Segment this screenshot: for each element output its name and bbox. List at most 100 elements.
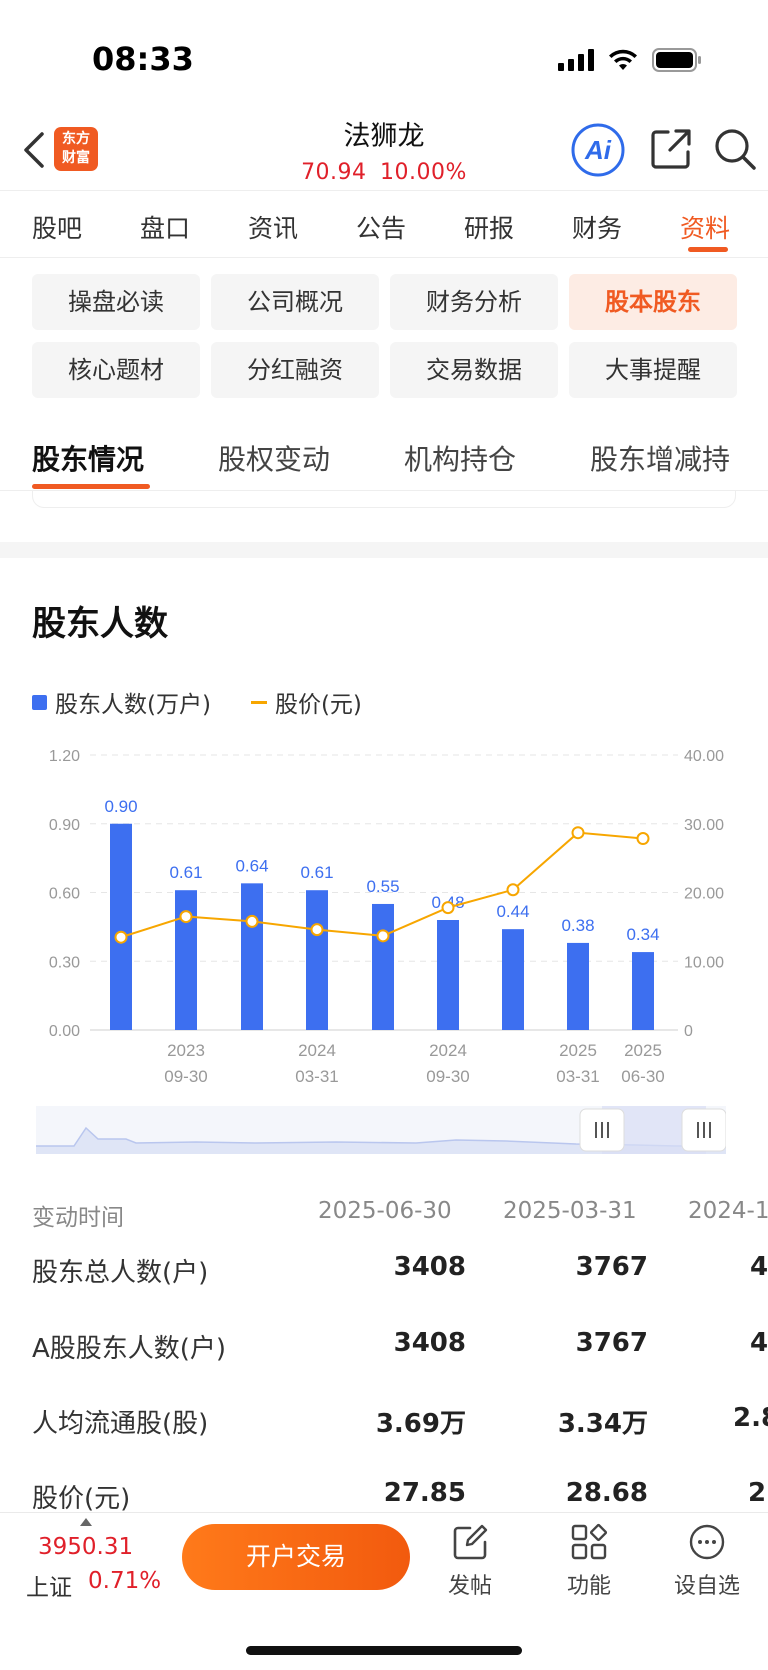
y-right-tick-label: 40.00 <box>684 748 724 765</box>
table-row-label: A股股东人数(户) <box>32 1334 227 1364</box>
chart-bar <box>567 942 589 1030</box>
stock-change: 10.00% <box>380 160 467 185</box>
subtab-shareholder-changes[interactable]: 股东增减持 <box>590 443 731 476</box>
y-right-tick-label: 0 <box>684 1023 693 1040</box>
subtab-institutional-holdings[interactable]: 机构持仓 <box>404 443 517 476</box>
chip-shareholders[interactable]: 股本股东 <box>569 274 737 330</box>
search-icon[interactable] <box>712 126 758 172</box>
tab-research[interactable]: 研报 <box>464 214 515 243</box>
previous-card-edge <box>32 490 736 508</box>
open-account-trade-button[interactable]: 开户交易 <box>182 1524 410 1590</box>
table-cell: 28.68 <box>565 1478 648 1508</box>
slider-left-handle[interactable] <box>579 1108 625 1152</box>
add-watchlist-button[interactable]: 设自选 <box>662 1522 752 1600</box>
y-right-tick-label: 30.00 <box>684 817 724 834</box>
y-right-tick-label: 10.00 <box>684 954 724 971</box>
range-slider[interactable] <box>36 1106 726 1154</box>
bar-data-label: 0.44 <box>496 902 529 921</box>
subtab-divider <box>0 490 768 491</box>
tab-announcements[interactable]: 公告 <box>356 214 407 243</box>
chip-major-events[interactable]: 大事提醒 <box>569 342 737 398</box>
y-left-tick-label: 0.60 <box>49 886 80 903</box>
price-point <box>571 826 585 840</box>
y-left-tick-label: 0.00 <box>49 1023 80 1040</box>
legend-line-label: 股价(元) <box>274 692 362 718</box>
index-name[interactable]: 上证 <box>26 1575 72 1601</box>
subtab-shareholder-status[interactable]: 股东情况 <box>32 443 145 476</box>
slider-right-handle[interactable] <box>681 1108 726 1152</box>
table-column-header: 2025-06-30 <box>318 1198 452 1224</box>
x-tick-label: 2025 <box>559 1041 597 1060</box>
tab-profile[interactable]: 资料 <box>680 214 731 243</box>
table-column-header: 2025-03-31 <box>503 1198 637 1224</box>
section-gap <box>0 542 768 558</box>
price-point <box>636 832 650 846</box>
chip-company-overview[interactable]: 公司概况 <box>211 274 379 330</box>
post-label: 发帖 <box>447 1574 492 1599</box>
table-cell: 3.34万 <box>557 1409 648 1439</box>
tab-finance[interactable]: 财务 <box>572 214 623 243</box>
chart-bar <box>502 929 524 1030</box>
signal-icon <box>558 49 594 71</box>
x-tick-label: 2025 <box>624 1041 662 1060</box>
chip-core-themes[interactable]: 核心题材 <box>32 342 200 398</box>
index-value[interactable]: 3950.31 <box>38 1534 134 1560</box>
x-tick-label: 03-31 <box>295 1067 338 1086</box>
app-logo: 东方 财富 <box>54 127 98 171</box>
table-cell: 2.8 <box>733 1403 768 1433</box>
y-left-tick-label: 1.20 <box>49 748 80 765</box>
chart-legend: 股东人数(万户) 股价(元) <box>32 685 362 719</box>
stock-quote: 70.94 10.00% <box>0 160 768 185</box>
table-cell: 3408 <box>393 1252 466 1282</box>
watchlist-label: 设自选 <box>673 1574 740 1599</box>
bar-data-label: 0.64 <box>235 856 268 875</box>
table-cell: 3.69万 <box>375 1409 466 1439</box>
stock-price: 70.94 <box>301 160 367 185</box>
chip-trading-guide[interactable]: 操盘必读 <box>32 274 200 330</box>
price-point <box>376 929 390 943</box>
tab-pankou[interactable]: 盘口 <box>140 214 191 243</box>
post-button[interactable]: 发帖 <box>425 1522 515 1600</box>
status-icons <box>558 48 702 72</box>
legend-bar-label: 股东人数(万户) <box>55 692 211 718</box>
y-left-tick-label: 0.90 <box>49 817 80 834</box>
x-tick-label: 09-30 <box>426 1067 469 1086</box>
table-cell: 4 <box>750 1328 768 1358</box>
table-column-header: 2024-1 <box>688 1198 768 1224</box>
bar-data-label: 0.61 <box>300 863 333 882</box>
chip-dividends-financing[interactable]: 分红融资 <box>211 342 379 398</box>
chip-trading-data[interactable]: 交易数据 <box>390 342 558 398</box>
function-button[interactable]: 功能 <box>544 1522 634 1600</box>
share-icon[interactable] <box>648 126 694 172</box>
table-cell: 4 <box>750 1252 768 1282</box>
index-change[interactable]: 0.71% <box>88 1568 162 1594</box>
table-row-label: 人均流通股(股) <box>32 1409 209 1439</box>
x-tick-label: 2024 <box>429 1041 467 1060</box>
chart-bar <box>632 952 654 1030</box>
logo-line1: 东方 <box>62 131 90 147</box>
status-time: 08:33 <box>92 40 194 78</box>
subtab-equity-changes[interactable]: 股权变动 <box>218 443 331 476</box>
chip-financial-analysis[interactable]: 财务分析 <box>390 274 558 330</box>
bar-data-label: 0.34 <box>626 925 659 944</box>
x-tick-label: 03-31 <box>556 1067 599 1086</box>
bar-data-label: 0.61 <box>169 863 202 882</box>
chart-bar <box>241 883 263 1030</box>
tab-news[interactable]: 资讯 <box>248 214 299 243</box>
bar-data-label: 0.90 <box>104 797 137 816</box>
battery-icon <box>652 48 701 72</box>
y-left-tick-label: 0.30 <box>49 954 80 971</box>
ai-assistant-icon[interactable]: Ai <box>570 122 626 178</box>
back-icon[interactable] <box>14 128 54 172</box>
y-right-tick-label: 20.00 <box>684 886 724 903</box>
active-subtab-indicator <box>32 484 150 489</box>
chart-bar <box>306 890 328 1030</box>
price-point <box>441 901 455 915</box>
tab-guba[interactable]: 股吧 <box>32 214 83 243</box>
logo-line2: 财富 <box>62 150 90 166</box>
price-point <box>179 910 193 924</box>
edit-icon <box>453 1524 488 1560</box>
index-up-arrow-icon <box>80 1518 92 1526</box>
price-point <box>310 923 324 937</box>
top-tab-bar: 股吧 盘口 资讯 公告 研报 财务 资料 <box>0 190 768 258</box>
